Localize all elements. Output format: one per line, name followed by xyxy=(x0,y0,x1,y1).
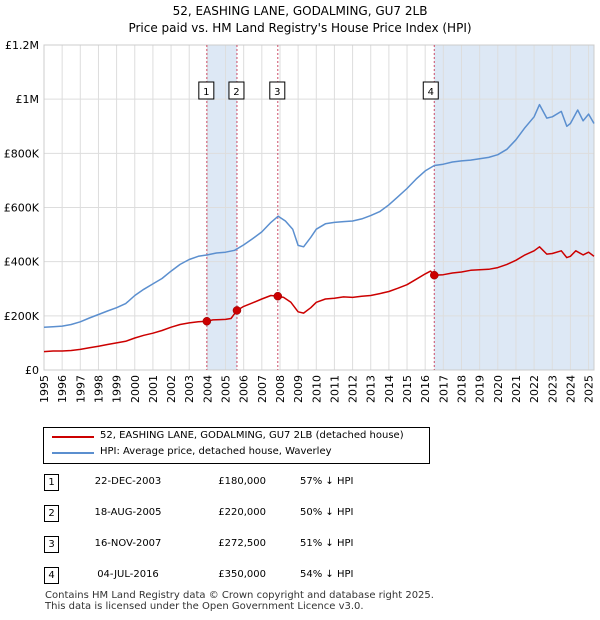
sale-number-badge: 1 xyxy=(44,474,59,491)
sale-point-4 xyxy=(430,270,439,280)
y-tick-label: £600K xyxy=(4,202,40,215)
x-tick-label: 2004 xyxy=(201,375,214,403)
x-tick-label: 2019 xyxy=(474,375,487,403)
sale-price: £350,000 xyxy=(218,569,266,580)
y-tick-label: £800K xyxy=(4,147,40,160)
table-row: 3 16-NOV-2007 £272,500 51% ↓ HPI xyxy=(42,534,482,565)
sale-price: £180,000 xyxy=(218,476,266,487)
x-tick-label: 2001 xyxy=(147,375,160,403)
sale-label-box-4 xyxy=(422,81,439,100)
sale-number-badge: 4 xyxy=(44,567,59,584)
y-tick-label: £0 xyxy=(25,364,39,377)
hpi-line xyxy=(43,103,595,328)
x-tick-label: 2015 xyxy=(401,375,414,403)
sale-hpi-diff: 50% ↓ HPI xyxy=(300,507,354,518)
sale-hpi-diff: 57% ↓ HPI xyxy=(300,476,354,487)
sale-point-2 xyxy=(232,306,242,315)
x-tick-label: 2018 xyxy=(455,375,468,403)
chart-subtitle: Price paid vs. HM Land Registry's House … xyxy=(128,21,472,35)
property-price-line xyxy=(43,246,595,353)
x-tick-label: 2025 xyxy=(583,375,596,403)
y-tick-label: £1M xyxy=(16,93,40,106)
legend-hpi-swatch xyxy=(52,452,94,454)
x-tick-label: 2007 xyxy=(256,375,269,403)
table-row: 2 18-AUG-2005 £220,000 50% ↓ HPI xyxy=(42,503,482,534)
x-tick-label: 2003 xyxy=(183,375,196,403)
x-tick-label: 2010 xyxy=(310,375,323,403)
sale-price: £220,000 xyxy=(218,507,266,518)
x-tick-label: 2017 xyxy=(437,375,450,403)
table-row: 4 04-JUL-2016 £350,000 54% ↓ HPI xyxy=(42,565,482,596)
sale-price: £272,500 xyxy=(218,538,266,549)
sale-label-3: 3 xyxy=(274,87,280,98)
sale-point-3 xyxy=(273,291,283,301)
x-tick-label: 2021 xyxy=(510,375,523,403)
sale-number-badge: 3 xyxy=(44,536,59,553)
footer-notice: Contains HM Land Registry data © Crown c… xyxy=(45,590,434,612)
x-tick-label: 2013 xyxy=(365,375,378,403)
x-tick-label: 2012 xyxy=(347,375,360,403)
x-tick-label: 2016 xyxy=(419,375,432,403)
sale-label-box-2 xyxy=(228,81,245,100)
sale-date: 22-DEC-2003 xyxy=(94,476,162,487)
sale-point-1 xyxy=(202,317,212,326)
sale-date: 18-AUG-2005 xyxy=(94,507,162,518)
chart-legend: 52, EASHING LANE, GODALMING, GU7 2LB (de… xyxy=(43,427,430,464)
price-chart: £0 £200K £400K £600K £800K £1M £1.2M 1995 1996 19… xyxy=(4,39,596,403)
x-tick-label: 2008 xyxy=(274,375,287,403)
sale-number-badge: 2 xyxy=(44,505,59,522)
x-tick-label: 2005 xyxy=(220,375,233,403)
chart-title: 52, EASHING LANE, GODALMING, GU7 2LB xyxy=(172,4,428,18)
x-tick-label: 1996 xyxy=(56,375,69,403)
x-tick-label: 2009 xyxy=(292,375,305,403)
x-tick-label: 1999 xyxy=(111,375,124,403)
x-tick-label: 2011 xyxy=(328,375,341,403)
legend-property-label: 52, EASHING LANE, GODALMING, GU7 2LB (de… xyxy=(100,430,404,441)
x-tick-label: 1995 xyxy=(38,375,51,403)
x-tick-label: 2002 xyxy=(165,375,178,403)
legend-hpi-label: HPI: Average price, detached house, Wave… xyxy=(100,446,332,457)
footer-licence: This data is licensed under the Open Gov… xyxy=(45,601,364,612)
x-tick-label: 2006 xyxy=(238,375,251,403)
sale-hpi-diff: 54% ↓ HPI xyxy=(300,569,354,580)
y-tick-label: £400K xyxy=(4,256,40,269)
sale-label-box-3 xyxy=(269,81,286,100)
sale-hpi-diff: 51% ↓ HPI xyxy=(300,538,354,549)
x-tick-label: 2022 xyxy=(528,375,541,403)
plot-area xyxy=(43,44,595,371)
sale-label-4: 4 xyxy=(428,87,434,98)
sale-date: 16-NOV-2007 xyxy=(94,538,162,549)
sale-label-1: 1 xyxy=(203,87,209,98)
x-tick-label: 1998 xyxy=(92,375,105,403)
x-tick-label: 1997 xyxy=(74,375,87,403)
x-tick-label: 2014 xyxy=(383,375,396,403)
x-tick-label: 2023 xyxy=(546,375,559,403)
x-tick-label: 2000 xyxy=(129,375,142,403)
sale-label-2: 2 xyxy=(233,87,239,98)
y-tick-label: £1.2M xyxy=(5,39,39,52)
table-row: 1 22-DEC-2003 £180,000 57% ↓ HPI xyxy=(42,472,482,503)
sale-date: 04-JUL-2016 xyxy=(97,569,159,580)
legend-property-swatch xyxy=(52,436,94,438)
y-tick-label: £200K xyxy=(4,310,40,323)
sale-label-box-1 xyxy=(198,81,215,100)
x-tick-label: 2020 xyxy=(492,375,505,403)
x-tick-label: 2024 xyxy=(564,375,577,403)
footer-copyright: Contains HM Land Registry data © Crown c… xyxy=(45,590,434,601)
sales-table: 1 22-DEC-2003 £180,000 57% ↓ HPI 2 18-AU… xyxy=(42,472,482,596)
